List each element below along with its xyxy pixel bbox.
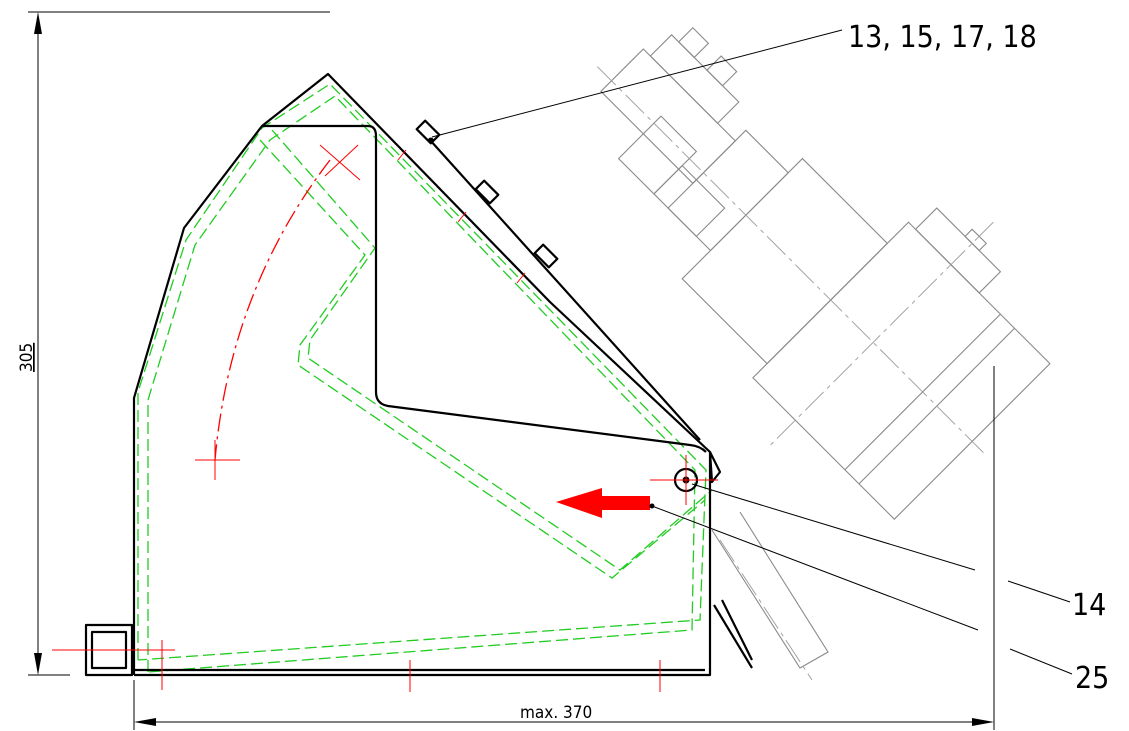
callout-pivot: 14 [1072, 588, 1106, 623]
housing-outline [132, 72, 753, 677]
callout-arrow: 25 [1075, 661, 1109, 696]
motor-assembly [597, 26, 1051, 520]
dimension-lines [28, 11, 995, 730]
center-lines [52, 144, 718, 692]
dimension-height: 305 [17, 343, 37, 372]
callout-bolts: 13, 15, 17, 18 [848, 20, 1037, 55]
rail [711, 511, 829, 681]
direction-arrow-icon [556, 488, 655, 518]
bolt-icon [415, 119, 559, 269]
leader-lines [431, 29, 1073, 675]
dimension-width: max. 370 [520, 703, 592, 723]
hidden-outline [137, 83, 713, 673]
